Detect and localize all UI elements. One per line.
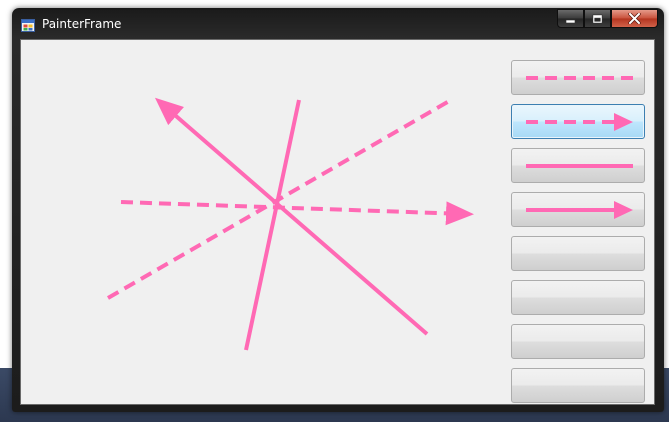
canvas-solid-arrow[interactable] (154, 97, 429, 336)
empty-tool-button-5[interactable] (511, 236, 645, 271)
minimize-button[interactable] (557, 9, 584, 28)
close-button[interactable] (611, 9, 658, 28)
client-area (20, 39, 655, 405)
painter-window: PainterFrame (12, 8, 664, 412)
canvas-dashed-arrow[interactable] (120, 200, 474, 226)
solid-arrow-tool-button[interactable] (511, 192, 645, 227)
dashed-line-icon (526, 76, 633, 80)
drawing-canvas[interactable] (21, 40, 501, 404)
dashed-arrow-tool-button[interactable] (511, 104, 645, 139)
solid-line-icon (526, 164, 633, 168)
empty-tool-button-6[interactable] (511, 280, 645, 315)
canvas-solid-line[interactable] (244, 99, 301, 351)
minimize-icon (565, 9, 576, 28)
close-icon (628, 9, 641, 28)
empty-tool-button-8[interactable] (511, 368, 645, 403)
caption-buttons (557, 9, 658, 28)
app-window-icon (21, 17, 35, 32)
dashed-line-tool-button[interactable] (511, 60, 645, 95)
solid-arrow-icon (526, 201, 633, 219)
maximize-icon (592, 9, 603, 28)
empty-tool-button-7[interactable] (511, 324, 645, 359)
title-bar[interactable]: PainterFrame (12, 8, 664, 38)
maximize-button[interactable] (584, 9, 611, 28)
canvas-dashed-line[interactable] (107, 98, 452, 300)
dashed-arrow-icon (526, 113, 633, 131)
solid-line-tool-button[interactable] (511, 148, 645, 183)
window-title: PainterFrame (42, 17, 122, 31)
